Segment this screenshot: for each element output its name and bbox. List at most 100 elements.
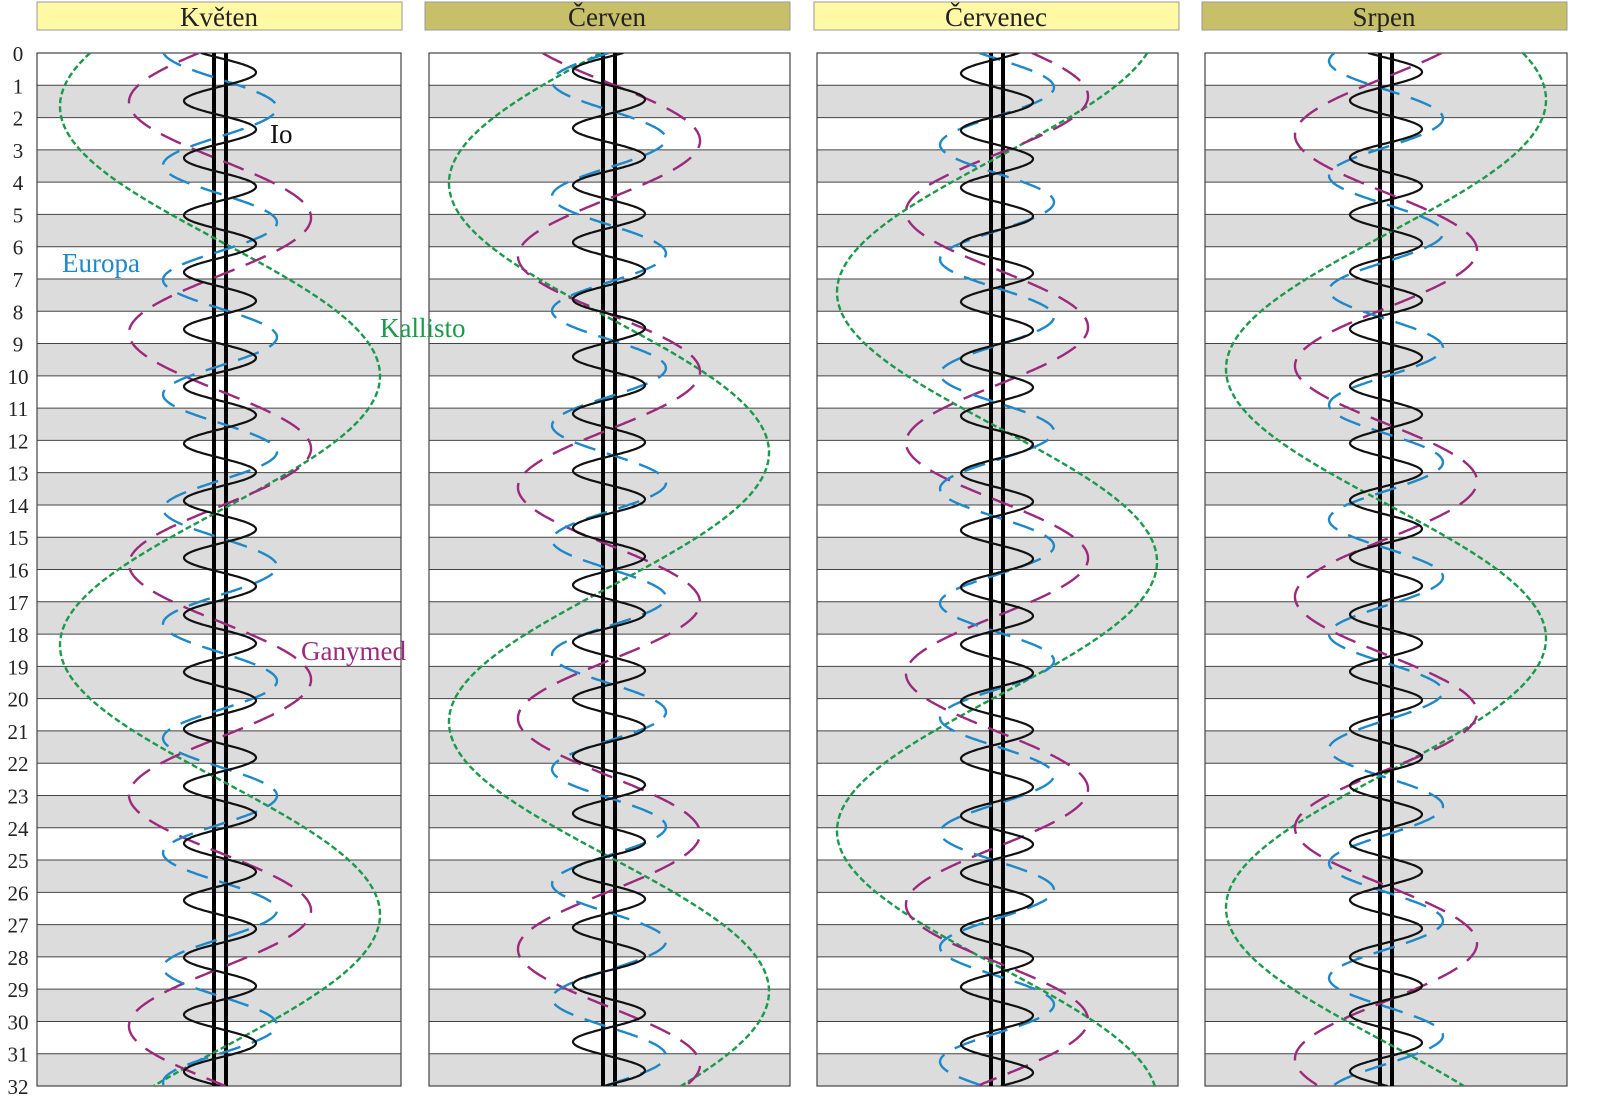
orbit-io	[1348, 53, 1424, 1086]
orbit-io	[959, 53, 1035, 1086]
day-row	[817, 601, 1178, 635]
orbit-ganymed	[1293, 53, 1479, 1086]
y-tick-label: 28	[8, 946, 29, 970]
day-row	[429, 214, 790, 247]
month-title: Červen	[568, 2, 646, 32]
day-row	[1205, 924, 1567, 957]
orbit-kallisto	[835, 53, 1159, 1086]
panel-2: Červenec	[813, 1, 1180, 1087]
day-row	[429, 601, 790, 635]
day-row	[429, 1053, 790, 1086]
day-row	[37, 537, 401, 570]
day-row	[37, 827, 401, 861]
day-row	[37, 343, 401, 376]
day-row	[1205, 472, 1567, 505]
day-row	[817, 343, 1178, 376]
y-tick-label: 13	[8, 462, 29, 486]
day-row	[429, 311, 790, 344]
label-kallisto: Kallisto	[380, 313, 466, 343]
y-tick-label: 27	[8, 914, 29, 938]
month-header	[36, 1, 403, 31]
day-row	[1205, 504, 1567, 538]
y-tick-label: 29	[8, 978, 29, 1002]
day-row	[817, 440, 1178, 473]
day-row	[817, 246, 1178, 279]
day-row	[1205, 343, 1567, 376]
day-row	[429, 634, 790, 667]
day-row	[817, 537, 1178, 570]
day-row	[1205, 956, 1567, 990]
day-row	[37, 666, 401, 699]
day-row	[817, 408, 1178, 441]
orbit-io	[182, 53, 258, 1086]
y-tick-label: 11	[8, 397, 28, 421]
day-row	[429, 698, 790, 731]
day-row	[1205, 892, 1567, 925]
day-row	[817, 989, 1178, 1022]
month-header	[813, 1, 1180, 31]
day-row	[817, 85, 1178, 118]
day-row	[37, 278, 401, 312]
month-title: Květen	[180, 2, 258, 32]
day-row	[1205, 666, 1567, 699]
day-row	[429, 53, 790, 86]
day-row	[37, 924, 401, 957]
label-ganymed: Ganymed	[301, 636, 406, 666]
orbit-kallisto	[447, 53, 771, 1086]
day-row	[37, 472, 401, 505]
month-title: Červenec	[945, 2, 1047, 32]
panel-frame	[816, 52, 1179, 1087]
y-tick-label: 0	[13, 42, 24, 66]
orbit-kallisto	[58, 53, 382, 1086]
day-row	[1205, 117, 1567, 150]
month-panels: Květen Červen Červenec Srpen	[36, 1, 1568, 1087]
y-tick-label: 15	[8, 526, 29, 550]
y-tick-label: 10	[8, 365, 29, 389]
y-tick-label: 4	[13, 171, 24, 195]
day-row	[1205, 149, 1567, 183]
day-row	[37, 892, 401, 925]
y-tick-label: 12	[8, 429, 29, 453]
orbit-io	[571, 53, 647, 1086]
y-tick-label: 24	[8, 817, 30, 841]
panel-0: Květen	[36, 1, 403, 1087]
y-tick-label: 18	[8, 623, 29, 647]
day-row	[817, 924, 1178, 957]
day-row	[429, 924, 790, 957]
day-row	[1205, 182, 1567, 215]
y-axis-ticks: 0123456789101112131415161718192021222324…	[8, 42, 30, 1099]
day-row	[37, 149, 401, 183]
day-row	[1205, 634, 1567, 667]
day-row	[429, 892, 790, 925]
day-row	[37, 989, 401, 1022]
day-row	[429, 182, 790, 215]
day-row	[429, 85, 790, 118]
y-tick-label: 31	[8, 1043, 29, 1067]
y-tick-label: 22	[8, 752, 29, 776]
day-row	[817, 698, 1178, 731]
day-row	[817, 375, 1178, 409]
orbit-kallisto	[1224, 53, 1548, 1086]
day-row	[37, 375, 401, 409]
day-row	[429, 504, 790, 538]
day-row	[429, 956, 790, 990]
day-row	[37, 1053, 401, 1086]
y-tick-label: 7	[13, 268, 24, 292]
month-title: Srpen	[1353, 2, 1416, 32]
day-row	[429, 860, 790, 893]
orbit-ganymed	[904, 53, 1090, 1086]
panel-frame	[428, 52, 791, 1087]
day-row	[37, 569, 401, 602]
day-row	[1205, 1053, 1567, 1086]
y-tick-label: 14	[8, 494, 30, 518]
day-row	[817, 827, 1178, 861]
y-tick-label: 8	[13, 300, 24, 324]
moon-labels: Io Europa Ganymed Kallisto	[62, 119, 466, 666]
day-row	[817, 149, 1178, 183]
day-row	[817, 634, 1178, 667]
y-tick-label: 21	[8, 720, 29, 744]
day-row	[429, 246, 790, 279]
day-row	[1205, 827, 1567, 861]
day-row	[1205, 860, 1567, 893]
day-row	[817, 730, 1178, 764]
